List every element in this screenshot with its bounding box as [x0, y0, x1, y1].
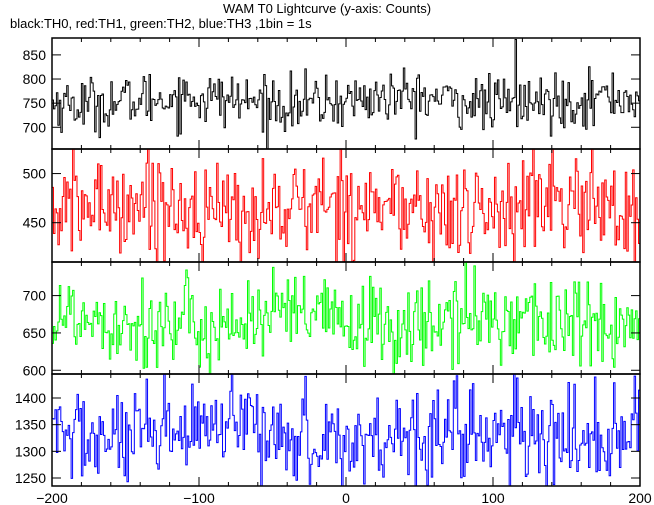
x-tick-label: 200 — [628, 490, 652, 505]
y-tick-label: 700 — [23, 288, 47, 304]
panel-th3: 1250 1300 1350 1400 −200 −100 0 100 200 — [15, 373, 652, 505]
series-th0-line — [52, 38, 640, 149]
y-tick-label: 1400 — [15, 390, 46, 406]
y-tick-label: 600 — [23, 362, 47, 378]
y-tick-label: 650 — [23, 325, 47, 341]
y-tick-label: 500 — [23, 166, 47, 182]
panel-th2: 600 650 700 — [23, 261, 641, 378]
chart-subtitle: black:TH0, red:TH1, green:TH2, blue:TH3 … — [10, 16, 312, 31]
y-tick-label: 850 — [23, 47, 47, 63]
series-th3-line — [52, 374, 640, 486]
y-tick-label: 750 — [23, 95, 47, 111]
y-tick-label: 1300 — [15, 443, 46, 459]
x-tick-label: 100 — [481, 490, 505, 505]
chart-title: WAM T0 Lightcurve (y-axis: Counts) — [222, 1, 432, 16]
y-tick-label: 450 — [23, 215, 47, 231]
x-tick-label: 0 — [342, 490, 350, 505]
y-tick-label: 1350 — [15, 417, 46, 433]
y-tick-label: 1250 — [15, 470, 46, 486]
x-tick-label: −200 — [36, 490, 68, 505]
panel-th0: 700 750 800 850 — [23, 37, 641, 150]
series-th2-line — [52, 262, 640, 374]
x-tick-label: −100 — [183, 490, 215, 505]
panel-th1: 450 500 — [23, 148, 641, 263]
series-th1-line — [52, 149, 640, 262]
y-tick-label: 700 — [23, 119, 47, 135]
y-tick-label: 800 — [23, 71, 47, 87]
